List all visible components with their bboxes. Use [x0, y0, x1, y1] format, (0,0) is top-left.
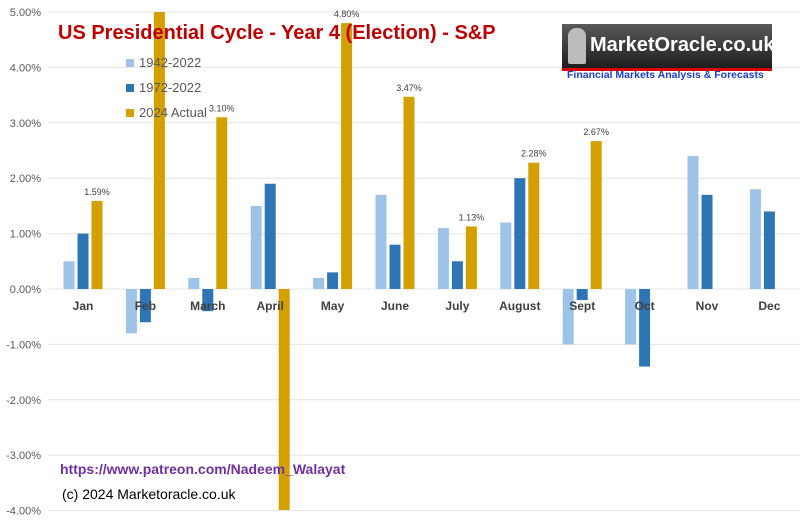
x-tick-label: April: [257, 299, 284, 313]
x-tick-label: Sept: [569, 299, 595, 313]
bar-1942-2022: [63, 261, 75, 289]
data-label: 3.47%: [396, 83, 422, 93]
bar-1972-2022: [763, 211, 775, 289]
bar-1972-2022: [639, 289, 651, 367]
bar-2024 Actual: [465, 226, 477, 289]
x-tick-label: Dec: [758, 299, 780, 313]
patreon-link[interactable]: https://www.patreon.com/Nadeem_Walayat: [60, 461, 346, 477]
bar-1972-2022: [77, 233, 89, 289]
x-tick-label: May: [321, 299, 345, 313]
copyright: (c) 2024 Marketoracle.co.uk: [62, 486, 236, 502]
y-tick-label: 0.00%: [10, 284, 41, 296]
y-tick-label: 5.00%: [10, 7, 41, 19]
bar-1972-2022: [701, 194, 713, 289]
bar-1972-2022: [576, 289, 588, 301]
bar-1942-2022: [625, 289, 637, 345]
statue-icon: [568, 28, 586, 64]
data-label: 1.59%: [84, 187, 110, 197]
legend-item-2024: 2024 Actual: [126, 100, 207, 125]
bar-1972-2022: [451, 261, 463, 289]
data-label: 4.80%: [334, 9, 360, 19]
y-tick-label: -1.00%: [6, 339, 41, 351]
bar-2024 Actual: [590, 141, 602, 289]
x-tick-label: March: [190, 299, 225, 313]
legend-item-1942: 1942-2022: [126, 50, 207, 75]
bar-2024 Actual: [278, 289, 290, 510]
logo-tagline: Financial Markets Analysis & Forecasts: [567, 69, 764, 81]
bar-1942-2022: [313, 277, 325, 289]
chart-title: US Presidential Cycle - Year 4 (Election…: [58, 22, 496, 44]
bar-1942-2022: [188, 277, 200, 289]
bar-2024 Actual: [403, 96, 415, 290]
bar-1972-2022: [139, 289, 151, 323]
bar-1942-2022: [250, 205, 262, 289]
marketoracle-logo: MarketOracle.co.uk: [562, 24, 775, 71]
x-tick-label: July: [445, 299, 469, 313]
bar-1942-2022: [687, 156, 699, 289]
x-tick-label: Nov: [696, 299, 719, 313]
data-label: 3.10%: [209, 103, 235, 113]
data-label: 1.13%: [459, 212, 485, 222]
data-label: 2.67%: [583, 127, 609, 137]
bar-1942-2022: [562, 289, 574, 345]
bar-1972-2022: [514, 178, 526, 289]
bar-2024 Actual: [91, 200, 103, 289]
bar-1972-2022: [389, 244, 401, 289]
legend: 1942-2022 1972-2022 2024 Actual: [126, 50, 207, 125]
bar-1942-2022: [749, 189, 761, 289]
bar-2024 Actual: [153, 12, 165, 289]
bar-2024 Actual: [216, 117, 228, 289]
legend-item-1972: 1972-2022: [126, 75, 207, 100]
bar-1942-2022: [125, 289, 137, 334]
y-tick-label: -3.00%: [6, 450, 41, 462]
x-tick-label: August: [499, 299, 540, 313]
bar-1972-2022: [264, 183, 276, 289]
y-tick-label: 1.00%: [10, 229, 41, 241]
y-tick-label: 2.00%: [10, 173, 41, 185]
data-label: 2.28%: [521, 149, 547, 159]
bar-1972-2022: [327, 272, 339, 289]
x-tick-label: Feb: [135, 299, 156, 313]
x-tick-label: Jan: [73, 299, 94, 313]
y-tick-label: -4.00%: [6, 506, 41, 518]
y-tick-label: 4.00%: [10, 62, 41, 74]
bar-1942-2022: [375, 194, 387, 289]
bar-2024 Actual: [528, 162, 540, 289]
bar-1942-2022: [500, 222, 512, 289]
bar-1942-2022: [437, 228, 449, 289]
x-tick-label: June: [381, 299, 409, 313]
bar-2024 Actual: [341, 23, 353, 290]
y-tick-label: -2.00%: [6, 395, 41, 407]
x-tick-label: Oct: [635, 299, 655, 313]
y-tick-label: 3.00%: [10, 118, 41, 130]
bar-1972-2022: [202, 289, 214, 312]
